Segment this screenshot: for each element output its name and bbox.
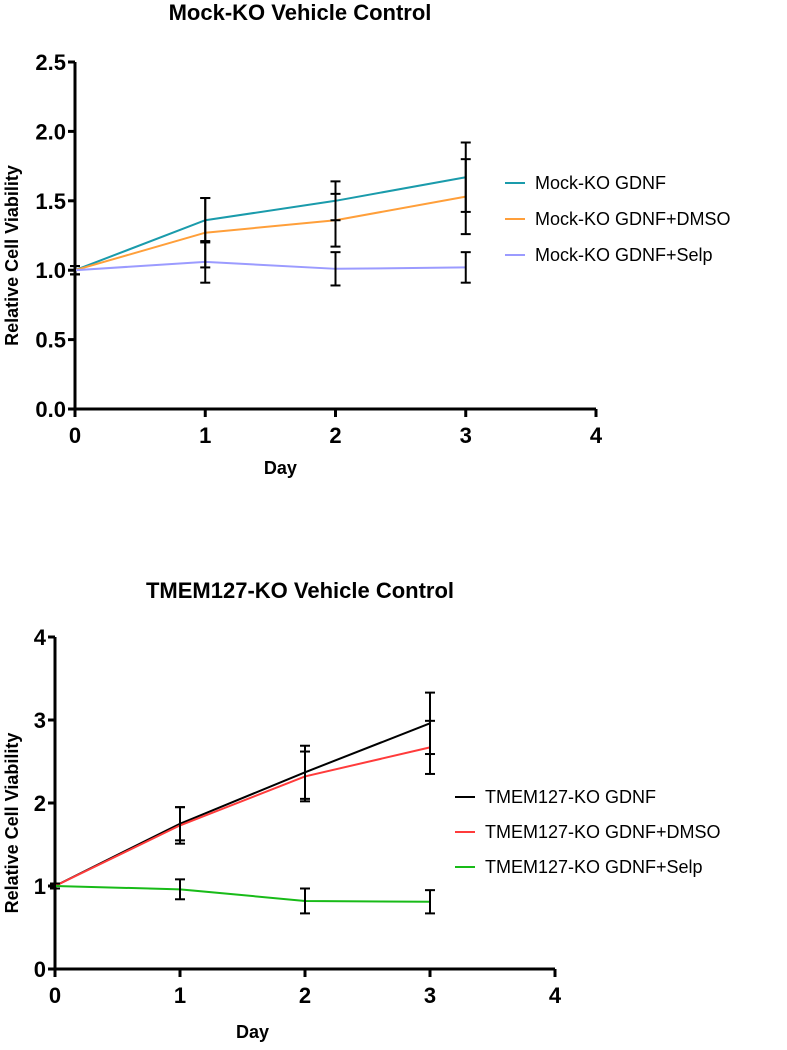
y-tick-label: 4 <box>34 625 47 650</box>
legend-label: TMEM127-KO GDNF+DMSO <box>485 822 721 842</box>
legend-label: TMEM127-KO GDNF+Selp <box>485 857 703 877</box>
x-tick-label: 1 <box>174 983 186 1008</box>
error-bar <box>175 878 185 901</box>
x-tick-label: 2 <box>329 423 341 448</box>
y-tick-label: 1.5 <box>35 189 66 214</box>
x-tick-label: 0 <box>49 983 61 1008</box>
chart-2: TMEM127-KO Vehicle Control 0 1 2 3 4 0 1 2 3 4 Day R… <box>2 578 721 1042</box>
error-bar <box>425 719 435 775</box>
series-line-1 <box>54 722 431 887</box>
legend-label: Mock-KO GDNF <box>535 173 666 193</box>
x-tick-label: 0 <box>69 423 81 448</box>
series-line-2 <box>54 746 431 887</box>
x-axis-label: Day <box>236 1022 269 1042</box>
series-line-1 <box>74 176 466 272</box>
error-bar <box>175 806 185 845</box>
y-tick-label: 2.0 <box>35 119 66 144</box>
error-bar <box>460 158 471 236</box>
x-tick-label: 4 <box>549 983 562 1008</box>
error-bar <box>425 889 435 915</box>
y-tick-label: 2.5 <box>35 50 66 75</box>
series-line-2 <box>74 195 466 272</box>
x-axis-label: Day <box>264 458 297 478</box>
error-bar <box>200 240 211 284</box>
legend-item: Mock-KO GDNF+Selp <box>505 245 713 265</box>
error-bar <box>330 251 341 287</box>
chart-1: Mock-KO Vehicle Control 0.0 0.5 1.0 1.5 2.0 2.… <box>2 0 731 478</box>
y-tick-label: 0.0 <box>35 397 66 422</box>
error-bar <box>70 265 80 276</box>
y-axis-label: Relative Cell Viability <box>2 165 22 346</box>
legend-label: TMEM127-KO GDNF <box>485 787 656 807</box>
chart-title: TMEM127-KO Vehicle Control <box>146 578 454 603</box>
error-bar <box>50 882 60 890</box>
legend-item: Mock-KO GDNF+DMSO <box>505 209 731 229</box>
x-tick-label: 2 <box>299 983 311 1008</box>
error-bar <box>300 887 310 915</box>
y-tick-label: 2 <box>34 791 46 816</box>
legend-label: Mock-KO GDNF+DMSO <box>535 209 731 229</box>
x-tick-label: 4 <box>590 423 603 448</box>
error-bar <box>300 750 310 803</box>
x-tick-label: 1 <box>199 423 211 448</box>
y-tick-label: 0 <box>34 957 46 982</box>
chart-title: Mock-KO Vehicle Control <box>169 0 432 25</box>
error-bar <box>460 251 471 284</box>
y-tick-label: 0.5 <box>35 328 66 353</box>
legend-item: TMEM127-KO GDNF <box>455 787 656 807</box>
legend-label: Mock-KO GDNF+Selp <box>535 245 713 265</box>
y-axis-label: Relative Cell Viability <box>2 733 22 914</box>
y-tick-label: 1.0 <box>35 258 66 283</box>
x-tick-label: 3 <box>424 983 436 1008</box>
legend-item: Mock-KO GDNF <box>505 173 666 193</box>
y-tick-label: 3 <box>34 708 46 733</box>
y-tick-label: 1 <box>34 874 46 899</box>
series-line-3 <box>74 260 466 272</box>
series-line-3 <box>54 885 431 903</box>
x-tick-label: 3 <box>460 423 472 448</box>
error-bar <box>330 192 341 248</box>
legend-item: TMEM127-KO GDNF+DMSO <box>455 822 721 842</box>
legend-item: TMEM127-KO GDNF+Selp <box>455 857 703 877</box>
